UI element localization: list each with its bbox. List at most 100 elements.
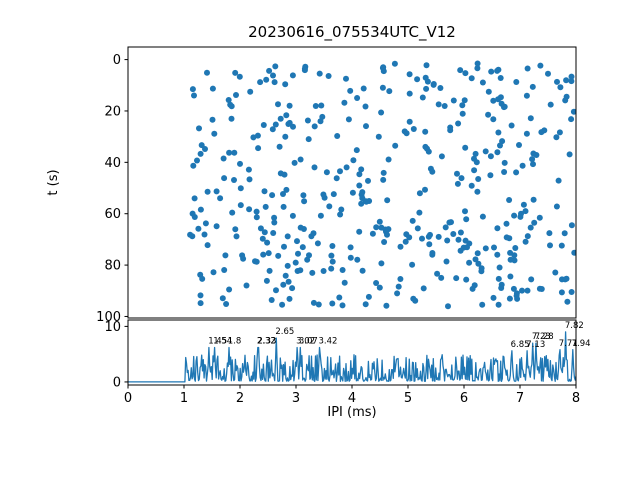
- scatter-point: [233, 92, 239, 98]
- x-axis-label: IPI (ms): [327, 405, 376, 420]
- peak-annotation: 2.33: [258, 337, 277, 347]
- scatter-point: [213, 223, 220, 230]
- scatter-point: [427, 231, 433, 238]
- scatter-point: [450, 231, 457, 237]
- scatter-point: [506, 295, 513, 302]
- scatter-point: [272, 63, 279, 70]
- scatter-point: [487, 172, 494, 179]
- scatter-point: [397, 276, 404, 282]
- scatter-point: [385, 156, 392, 163]
- scatter-point: [524, 65, 531, 72]
- scatter-point: [531, 219, 538, 226]
- peak-annotation: 6.85: [511, 340, 530, 350]
- scatter-point: [363, 123, 369, 130]
- scatter-point: [297, 267, 304, 274]
- scatter-point: [347, 254, 354, 261]
- scatter-point: [275, 101, 281, 108]
- scatter-point: [318, 102, 325, 109]
- scatter-point: [457, 229, 464, 236]
- peak-annotation: 1.45: [208, 337, 227, 347]
- scatter-point: [191, 195, 198, 202]
- scatter-point: [337, 168, 343, 175]
- scatter-point: [459, 110, 466, 117]
- scatter-point: [360, 85, 367, 92]
- scatter-point: [354, 95, 361, 101]
- scatter-point: [498, 100, 505, 107]
- scatter-point: [462, 208, 468, 215]
- peak-annotation: 7.13: [526, 340, 545, 350]
- tick-label: 3: [292, 391, 300, 406]
- scatter-point: [213, 188, 220, 195]
- scatter-point: [338, 206, 345, 213]
- scatter-point: [299, 244, 306, 251]
- scatter-point: [450, 97, 457, 104]
- scatter-point: [410, 126, 417, 132]
- scatter-point: [300, 192, 307, 199]
- scatter-point: [271, 219, 278, 226]
- scatter-point: [375, 133, 382, 140]
- scatter-point: [265, 250, 272, 257]
- scatter-point: [557, 84, 564, 91]
- scatter-point: [501, 159, 508, 166]
- scatter-point: [538, 286, 545, 292]
- scatter-point: [554, 78, 560, 85]
- scatter-point: [468, 182, 475, 189]
- scatter-point: [472, 256, 479, 263]
- scatter-point: [197, 300, 204, 307]
- scatter-point: [490, 116, 497, 123]
- scatter-point: [301, 198, 308, 205]
- scatter-point: [497, 142, 503, 149]
- scatter-point: [353, 147, 360, 154]
- tick-label: 6: [460, 391, 468, 406]
- scatter-point: [463, 276, 470, 283]
- scatter-point: [381, 239, 388, 245]
- scatter-point: [261, 229, 268, 236]
- scatter-point: [458, 175, 465, 182]
- scatter-point: [289, 285, 296, 292]
- scatter-point: [508, 122, 515, 129]
- scatter-point: [537, 62, 544, 69]
- scatter-point: [217, 195, 224, 202]
- scatter-point: [422, 128, 429, 135]
- scatter-point: [376, 218, 383, 225]
- scatter-point: [455, 120, 462, 127]
- scatter-point: [490, 294, 497, 301]
- scatter-point: [529, 156, 536, 163]
- scatter-point: [250, 134, 257, 141]
- tick-label: 4: [348, 391, 356, 406]
- scatter-point: [191, 92, 197, 99]
- scatter-point: [430, 81, 437, 87]
- scatter-point: [257, 79, 264, 86]
- scatter-point: [229, 209, 236, 216]
- scatter-point: [438, 274, 445, 281]
- scatter-point: [243, 282, 250, 289]
- scatter-point: [474, 188, 481, 195]
- scatter-point: [220, 155, 227, 162]
- scatter-point: [339, 302, 346, 309]
- scatter-point: [268, 297, 275, 303]
- scatter-point: [468, 75, 475, 82]
- scatter-point: [365, 293, 372, 300]
- scatter-point: [469, 285, 476, 292]
- scatter-point: [285, 121, 292, 127]
- scatter-point: [568, 78, 575, 85]
- scatter-point: [507, 273, 514, 280]
- scatter-point: [305, 136, 312, 143]
- scatter-point: [479, 79, 486, 86]
- scatter-point: [297, 156, 304, 163]
- scatter-point: [189, 233, 196, 240]
- scatter-point: [443, 258, 450, 265]
- scatter-point: [513, 292, 520, 299]
- scatter-point: [325, 73, 332, 79]
- scatter-point: [343, 164, 350, 171]
- scatter-point: [530, 196, 537, 203]
- scatter-point: [276, 143, 283, 150]
- scatter-point: [222, 252, 229, 259]
- scatter-point: [546, 230, 553, 237]
- scatter-point: [350, 157, 357, 164]
- scatter-point: [311, 164, 318, 171]
- scatter-point: [270, 230, 277, 236]
- peak-annotation: 1.8: [228, 337, 242, 347]
- scatter-point: [459, 102, 466, 109]
- scatter-point: [442, 224, 449, 231]
